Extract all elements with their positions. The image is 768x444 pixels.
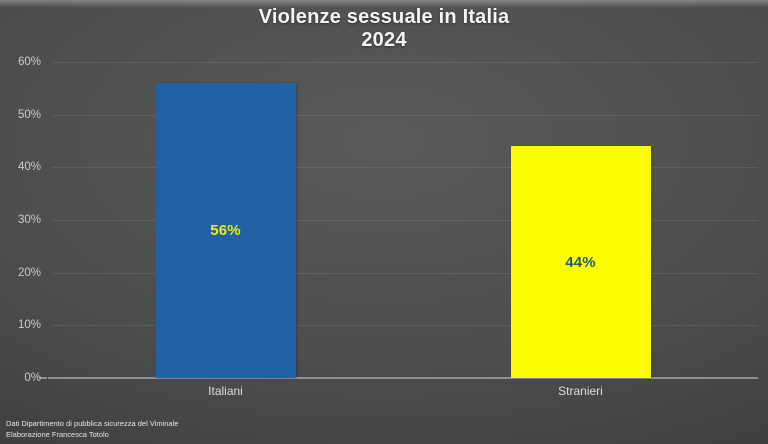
y-axis-tick-label: 0% <box>24 372 41 384</box>
x-category-label: Italiani <box>208 384 243 398</box>
x-axis-zero-tick <box>39 377 47 379</box>
top-highlight-strip <box>0 0 768 7</box>
y-axis-tick-label: 30% <box>17 214 41 226</box>
gridline-20 <box>52 272 758 274</box>
gridline-60 <box>52 62 758 63</box>
x-category-label: Stranieri <box>558 384 603 398</box>
gridline-30 <box>52 220 758 221</box>
plot-area: 0% 10% 20% 30% 40% 50% 60% 56% Italiani 44% Strani… <box>18 56 758 398</box>
bar-stranieri: 44% <box>510 146 651 378</box>
bar-value-label: 44% <box>565 253 596 271</box>
x-axis-line <box>48 377 758 379</box>
bar-italiani: 56% <box>155 83 296 378</box>
y-axis-tick-label: 50% <box>17 108 41 121</box>
bar-value-label: 56% <box>210 222 241 240</box>
y-axis-tick-label: 20% <box>17 266 41 279</box>
y-axis-tick-label: 10% <box>17 319 41 332</box>
source-line-2: Elaborazione Francesca Totolo <box>6 430 109 439</box>
gridline-10 <box>52 325 758 327</box>
title-block: Violenze sessuale in Italia 2024 <box>0 6 768 52</box>
y-axis-tick-label: 60% <box>17 56 41 68</box>
chart-subtitle: 2024 <box>361 29 407 51</box>
source-line-1: Dati Dipartimento di pubblica sicurezza … <box>6 419 179 428</box>
gridline-50 <box>52 114 758 116</box>
chart-title: Violenze sessuale in Italia <box>258 6 510 28</box>
y-axis-tick-label: 40% <box>17 161 41 174</box>
source-note: Dati Dipartimento di pubblica sicurezza … <box>6 418 178 440</box>
gridline-40 <box>52 167 758 169</box>
